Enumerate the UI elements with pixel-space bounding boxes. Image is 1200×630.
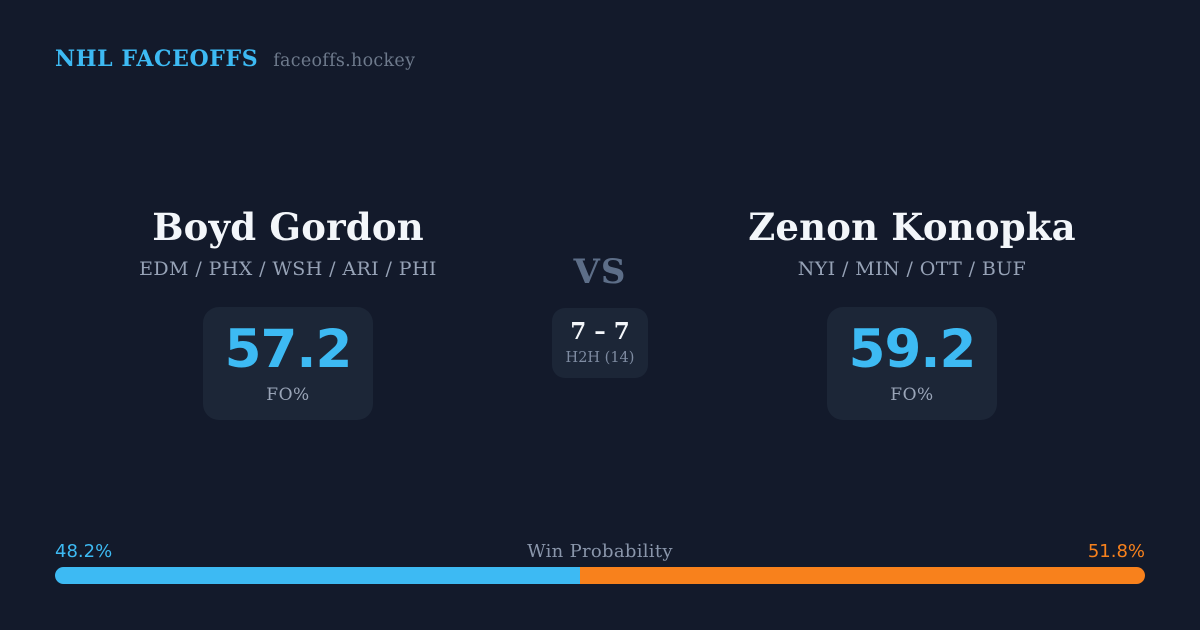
faceoff-percentage-value: 59.2 — [848, 318, 977, 380]
faceoff-percentage-label: FO% — [890, 384, 934, 405]
head-to-head-card: 7 – 7 H2H (14) — [552, 308, 648, 378]
header: NHL FACEOFFS faceoffs.hockey — [55, 46, 415, 72]
head-to-head-score: 7 – 7 — [570, 318, 630, 345]
faceoff-percentage-label: FO% — [266, 384, 310, 405]
player-name: Zenon Konopka — [748, 205, 1076, 249]
player-card-right: Zenon Konopka NYI / MIN / OTT / BUF 59.2… — [722, 206, 1102, 420]
faceoff-stat-card: 59.2 FO% — [827, 307, 997, 420]
player-card-left: Boyd Gordon EDM / PHX / WSH / ARI / PHI … — [98, 206, 478, 420]
win-probability-labels: 48.2% Win Probability 51.8% — [55, 541, 1145, 563]
player-teams: EDM / PHX / WSH / ARI / PHI — [139, 258, 437, 280]
site-url: faceoffs.hockey — [273, 51, 416, 71]
faceoff-stat-card: 57.2 FO% — [203, 307, 373, 420]
win-probability-bar — [55, 567, 1145, 584]
brand-title: NHL FACEOFFS — [55, 46, 259, 72]
win-probability-bar-left-segment — [55, 567, 581, 584]
head-to-head-label: H2H (14) — [565, 350, 635, 366]
vs-label: VS — [573, 252, 627, 292]
faceoff-percentage-value: 57.2 — [224, 318, 353, 380]
matchup-center: VS 7 – 7 H2H (14) — [510, 251, 690, 378]
player-name: Boyd Gordon — [152, 205, 424, 249]
player-teams: NYI / MIN / OTT / BUF — [797, 258, 1027, 280]
win-probability-left-pct: 48.2% — [55, 541, 113, 562]
win-probability-bar-right-segment — [580, 567, 1145, 584]
win-probability-title: Win Probability — [527, 541, 673, 562]
win-probability-right-pct: 51.8% — [1087, 541, 1145, 562]
